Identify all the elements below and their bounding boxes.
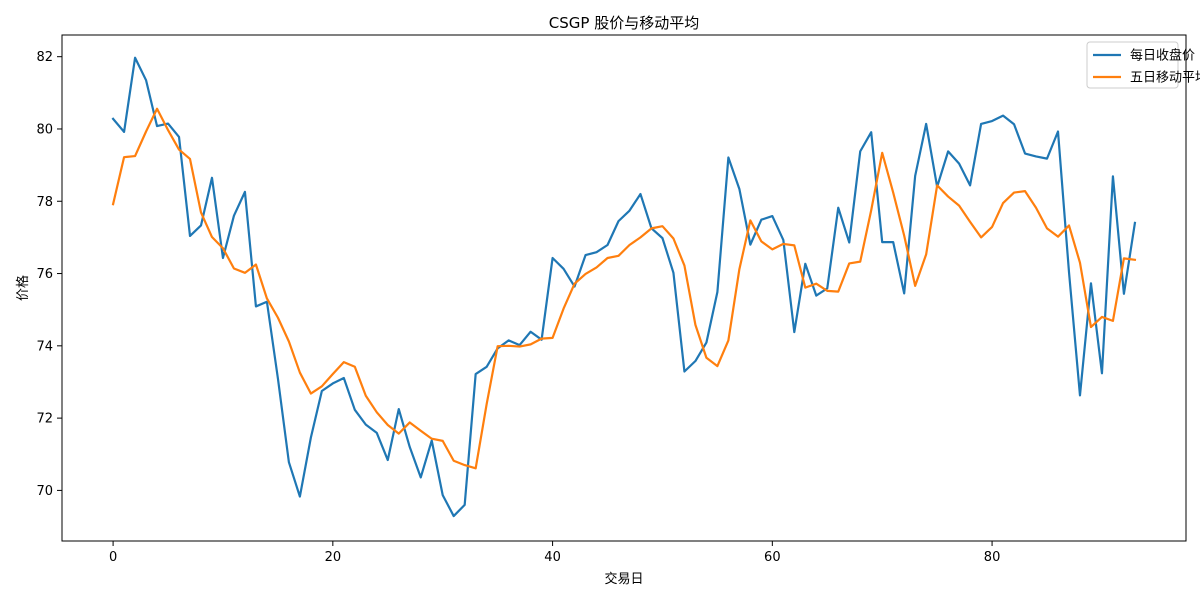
y-tick-label: 70 [36,484,53,499]
y-tick-label: 82 [36,50,53,65]
y-tick-label: 72 [36,412,53,427]
x-tick-label: 0 [109,550,117,565]
x-tick-label: 80 [984,550,1001,565]
x-tick-label: 20 [325,550,342,565]
y-tick-label: 74 [36,339,53,354]
legend: 每日收盘价五日移动平均 [1086,41,1200,89]
legend-label-1: 每日收盘价 [1130,48,1195,64]
x-axis-label: 交易日 [604,571,643,587]
legend-label-2: 五日移动平均 [1130,71,1200,86]
series-layer [111,56,1137,518]
y-tick-label: 76 [36,267,53,282]
chart-title: CSGP 股价与移动平均 [549,14,699,32]
plot-background [62,35,1186,541]
plot-frame [61,34,1187,542]
series-line-1 [111,56,1137,518]
x-axis: 0 20 40 60 80 [109,541,1000,565]
series-line-2 [111,107,1137,470]
y-tick-label: 78 [36,195,53,210]
y-tick-label: 80 [36,122,53,137]
x-tick-label: 60 [764,550,781,565]
y-axis: 70 72 74 76 78 80 82 [36,50,62,499]
y-axis-label: 价格 [15,275,31,301]
x-tick-label: 40 [544,550,561,565]
